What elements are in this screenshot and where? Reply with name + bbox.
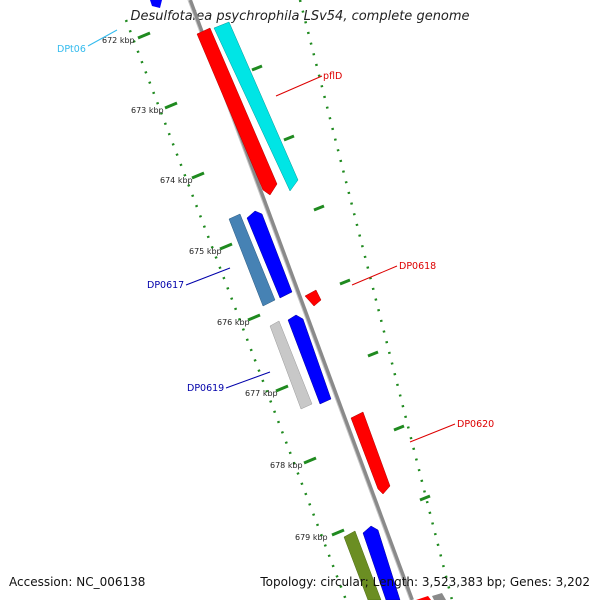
tick-label-672: 672 kbp: [102, 36, 135, 45]
outer-major-ticks: [251, 64, 431, 502]
genome-summary-text: Topology: circular; Length: 3,523,383 bp…: [260, 575, 590, 589]
tick-label-678: 678 kbp: [270, 461, 303, 470]
label-leaders: [87, 29, 456, 443]
gene-DP0618[interactable]: [304, 289, 322, 307]
gene-labels: DPt06 pflD DP0618 DP0617 DP0619 DP0620: [57, 44, 494, 430]
major-ticks: [137, 31, 345, 537]
outer-dotted-ring: [298, 0, 454, 600]
gene-blue-679[interactable]: [362, 525, 401, 600]
gene-blue-677[interactable]: [287, 314, 332, 405]
gene-pflD[interactable]: [196, 27, 278, 196]
gene-red-bottom[interactable]: [416, 596, 431, 600]
gene-label-DP0618: DP0618: [399, 261, 436, 272]
gene-label-pflD: pflD: [323, 71, 342, 82]
tick-label-676: 676 kbp: [217, 318, 250, 327]
gene-label-DP0620: DP0620: [457, 419, 494, 430]
map-title: Desulfotalea psychrophila LSv54, complet…: [130, 9, 470, 24]
tick-label-674: 674 kbp: [160, 176, 193, 185]
tick-labels: 672 kbp 673 kbp 674 kbp 675 kbp 676 kbp …: [102, 36, 328, 542]
tick-label-675: 675 kbp: [189, 247, 222, 256]
gene-DP0620[interactable]: [350, 411, 391, 495]
gene-features: [150, 0, 446, 600]
gene-DP0619[interactable]: [269, 320, 313, 410]
gene-cyan[interactable]: [213, 21, 299, 192]
gene-DP0617[interactable]: [228, 213, 276, 307]
tick-label-679: 679 kbp: [295, 533, 328, 542]
gene-label-DPt06: DPt06: [57, 44, 86, 55]
accession-text: Accession: NC_006138: [9, 575, 146, 589]
gene-olive-679[interactable]: [343, 530, 382, 600]
gene-label-DP0619: DP0619: [187, 383, 224, 394]
backbone-end-piece: [432, 593, 446, 600]
gene-blue-675[interactable]: [246, 210, 293, 299]
tick-label-677: 677 kbp: [245, 389, 278, 398]
gene-top-blue[interactable]: [150, 0, 162, 8]
tick-label-673: 673 kbp: [131, 106, 164, 115]
gene-label-DP0617: DP0617: [147, 280, 184, 291]
